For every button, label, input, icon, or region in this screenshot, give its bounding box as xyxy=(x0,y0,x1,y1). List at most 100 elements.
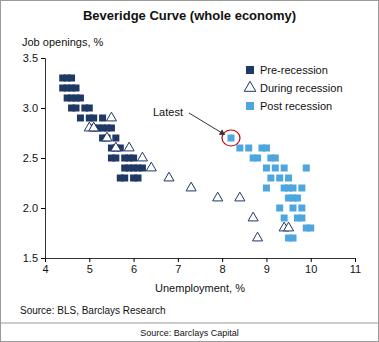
point xyxy=(284,222,294,231)
caption: Source: Barclays Capital xyxy=(140,328,239,338)
point xyxy=(235,192,245,201)
x-tick: 8 xyxy=(220,258,226,275)
point xyxy=(111,142,121,151)
x-tick-mark xyxy=(266,258,267,262)
y-tick-mark xyxy=(41,108,45,109)
point xyxy=(112,155,119,162)
point xyxy=(245,145,252,152)
x-tick: 11 xyxy=(350,258,361,275)
title: Beveridge Curve (whole economy) xyxy=(83,8,296,23)
chart: Beveridge Curve (whole economy) Job openi… xyxy=(0,0,379,342)
y-tick: 2.0 xyxy=(23,202,45,214)
x-tick-label: 11 xyxy=(350,263,361,275)
x-tick: 4 xyxy=(42,258,48,275)
x-axis-line xyxy=(46,259,356,263)
point xyxy=(228,135,235,142)
point xyxy=(307,225,314,232)
point xyxy=(124,142,134,151)
point xyxy=(236,145,243,152)
x-tick-label: 8 xyxy=(220,263,226,275)
y-axis: 1.5 2.0 2.5 3.0 3.5 xyxy=(23,52,46,264)
x-tick-mark xyxy=(89,258,90,262)
point xyxy=(294,195,301,202)
point xyxy=(112,135,119,142)
point xyxy=(89,122,99,131)
x-tick-mark xyxy=(311,258,312,262)
legend-marker xyxy=(246,102,254,110)
series xyxy=(84,112,293,241)
point xyxy=(290,235,297,242)
point xyxy=(164,172,174,181)
y-tick-label: 1.5 xyxy=(23,252,38,264)
point xyxy=(73,105,80,112)
point xyxy=(276,175,283,182)
point xyxy=(248,212,258,221)
x-tick-label: 9 xyxy=(264,263,270,275)
y-tick-mark xyxy=(41,58,45,59)
point xyxy=(121,175,128,182)
point xyxy=(272,165,279,172)
x-tick-label: 10 xyxy=(305,263,317,275)
y-tick: 1.5 xyxy=(23,252,45,264)
point xyxy=(272,155,279,162)
point xyxy=(73,85,80,92)
point xyxy=(99,115,106,122)
legend-label: Post recession xyxy=(260,100,332,112)
point xyxy=(263,145,270,152)
x-tick: 5 xyxy=(87,258,93,275)
y-tick-label: 2.5 xyxy=(23,152,38,164)
legend: Pre-recession During recession Post recess… xyxy=(244,64,342,112)
x-tick-mark xyxy=(178,258,179,262)
point xyxy=(106,112,116,121)
point xyxy=(213,192,223,201)
x-tick: 6 xyxy=(131,258,137,275)
point xyxy=(298,185,305,192)
x-tick: 9 xyxy=(264,258,270,275)
point xyxy=(253,232,263,241)
y-tick-mark xyxy=(41,158,45,159)
y-tick-label: 3.0 xyxy=(23,102,38,114)
x-tick-label: 7 xyxy=(175,263,181,275)
series xyxy=(228,135,315,242)
x-axis-title: Unemployment, % xyxy=(155,282,245,294)
legend-label: During recession xyxy=(260,82,343,94)
annotation-label: Latest xyxy=(153,106,183,118)
legend-marker xyxy=(244,81,256,91)
x-tick-label: 4 xyxy=(42,263,48,275)
point xyxy=(285,175,292,182)
y-axis-title: Job openings, % xyxy=(22,36,104,48)
x-tick-mark xyxy=(222,258,223,262)
annotation-circle xyxy=(222,130,240,146)
x-tick-mark xyxy=(355,258,356,262)
point xyxy=(298,205,305,212)
point xyxy=(139,165,146,172)
x-axis: 4 5 6 7 8 9 10 11 xyxy=(42,258,361,275)
x-tick-label: 5 xyxy=(87,263,93,275)
x-tick-label: 6 xyxy=(131,263,137,275)
x-tick: 10 xyxy=(305,258,317,275)
point xyxy=(186,182,196,191)
point xyxy=(290,185,297,192)
point xyxy=(102,132,112,141)
point xyxy=(290,205,297,212)
point xyxy=(281,215,288,222)
point xyxy=(86,105,93,112)
point xyxy=(303,165,310,172)
separator xyxy=(1,323,378,324)
annotation-arrowhead xyxy=(219,129,227,137)
y-axis-line xyxy=(41,59,46,259)
legend-label: Pre-recession xyxy=(260,64,328,76)
point xyxy=(146,162,156,171)
point xyxy=(135,175,142,182)
point xyxy=(77,95,84,102)
point xyxy=(298,215,305,222)
point xyxy=(90,115,97,122)
y-tick: 3.0 xyxy=(23,102,45,114)
frame xyxy=(1,1,379,342)
point xyxy=(263,185,270,192)
y-tick-label: 3.5 xyxy=(23,52,38,64)
x-tick: 7 xyxy=(175,258,181,275)
annotation-arrow xyxy=(189,113,222,133)
legend-marker xyxy=(246,66,254,74)
point xyxy=(267,175,274,182)
